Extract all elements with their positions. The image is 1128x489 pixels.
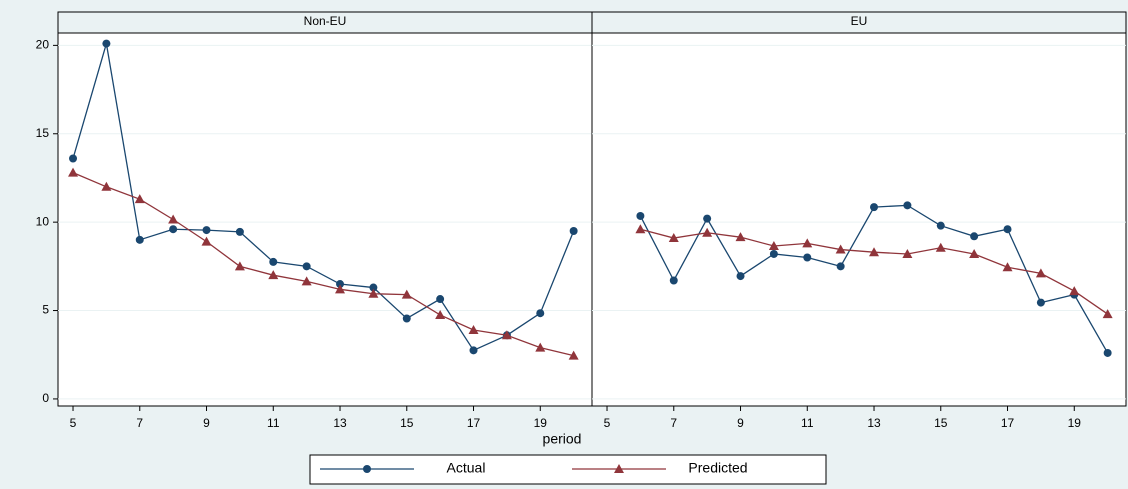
- point: [101, 181, 112, 191]
- point: [68, 167, 79, 177]
- point: [69, 154, 78, 163]
- point: [335, 284, 346, 294]
- panel-title: Non-EU: [304, 14, 347, 28]
- point: [635, 224, 646, 234]
- point: [769, 249, 778, 258]
- x-tick-label: 17: [467, 416, 481, 430]
- point: [1103, 348, 1112, 357]
- x-tick-label: 17: [1001, 416, 1015, 430]
- point: [201, 236, 212, 246]
- point: [768, 241, 779, 251]
- point: [1069, 286, 1080, 296]
- point: [835, 244, 846, 254]
- x-tick-label: 13: [333, 416, 347, 430]
- point: [569, 226, 578, 235]
- point: [168, 214, 179, 224]
- point: [169, 225, 178, 234]
- point: [269, 257, 278, 266]
- legend-label: Actual: [447, 460, 486, 476]
- panel-title: EU: [851, 14, 868, 28]
- x-tick-label: 9: [737, 416, 744, 430]
- x-tick-label: 13: [867, 416, 881, 430]
- point: [135, 235, 144, 244]
- point: [536, 309, 545, 318]
- point: [134, 194, 145, 204]
- point: [535, 342, 546, 352]
- point: [1035, 268, 1046, 278]
- point: [336, 280, 345, 289]
- y-tick-label: 0: [42, 391, 49, 405]
- legend-marker: [363, 465, 371, 473]
- plot-area: [591, 32, 1127, 407]
- point: [669, 276, 678, 285]
- point: [469, 346, 478, 355]
- point: [1003, 225, 1012, 234]
- x-axis-title: period: [543, 431, 582, 447]
- point: [970, 232, 979, 241]
- point: [369, 283, 378, 292]
- legend-marker: [614, 464, 624, 473]
- point: [969, 248, 980, 258]
- x-tick-label: 7: [136, 416, 143, 430]
- x-tick-label: 19: [1068, 416, 1082, 430]
- point: [736, 272, 745, 281]
- point: [568, 350, 579, 360]
- point: [836, 262, 845, 271]
- x-tick-label: 7: [670, 416, 677, 430]
- point: [402, 314, 411, 323]
- x-tick-label: 5: [604, 416, 611, 430]
- point: [735, 232, 746, 242]
- point: [802, 238, 813, 248]
- point: [668, 233, 679, 243]
- y-tick-label: 10: [36, 214, 50, 228]
- point: [302, 262, 311, 271]
- point: [636, 211, 645, 220]
- point: [235, 227, 244, 236]
- point: [368, 288, 379, 298]
- plot-area: [57, 32, 593, 407]
- point: [268, 270, 279, 280]
- x-tick-label: 19: [534, 416, 548, 430]
- point: [202, 226, 211, 235]
- point: [234, 261, 245, 271]
- point: [501, 330, 512, 340]
- x-tick-label: 15: [934, 416, 948, 430]
- point: [401, 289, 412, 299]
- point: [869, 247, 880, 257]
- y-tick-label: 20: [36, 38, 50, 52]
- x-tick-label: 5: [70, 416, 77, 430]
- series-line: [72, 172, 574, 357]
- point: [703, 214, 712, 223]
- point: [1036, 298, 1045, 307]
- point: [935, 242, 946, 252]
- point: [903, 201, 912, 210]
- point: [702, 227, 713, 237]
- point: [435, 309, 446, 319]
- point: [803, 253, 812, 262]
- point: [301, 276, 312, 286]
- panel-strip: [591, 11, 1127, 34]
- point: [936, 221, 945, 230]
- x-tick-label: 15: [400, 416, 414, 430]
- point: [870, 203, 879, 212]
- point: [436, 295, 445, 304]
- x-tick-label: 9: [203, 416, 210, 430]
- point: [1002, 262, 1013, 272]
- x-tick-label: 11: [267, 416, 280, 430]
- legend-label: Predicted: [688, 460, 747, 476]
- point: [1102, 309, 1113, 319]
- y-tick-label: 5: [42, 303, 49, 317]
- point: [468, 324, 479, 334]
- point: [902, 248, 913, 258]
- point: [102, 39, 111, 48]
- series-line: [72, 43, 575, 352]
- x-tick-label: 11: [801, 416, 814, 430]
- y-tick-label: 15: [36, 126, 50, 140]
